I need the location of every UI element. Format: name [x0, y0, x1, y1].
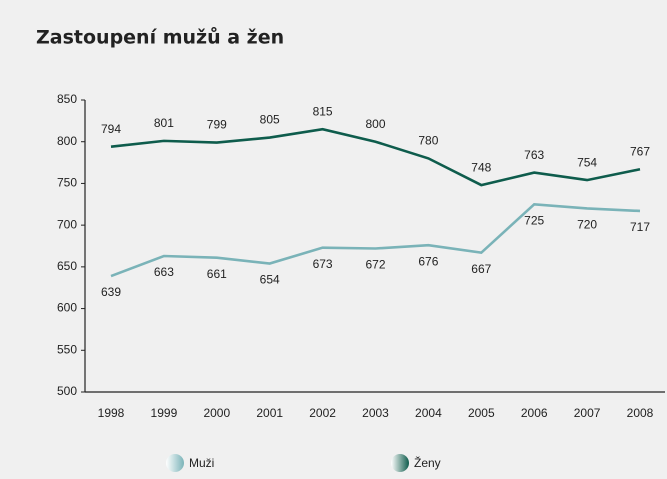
- data-label: 676: [418, 254, 438, 268]
- data-label: 780: [418, 134, 438, 148]
- data-label: 667: [471, 262, 491, 276]
- data-label: 801: [154, 116, 174, 130]
- x-tick-label: 2000: [203, 406, 230, 420]
- data-label: 800: [365, 117, 385, 131]
- y-tick-label: 650: [57, 259, 77, 273]
- x-tick-label: 2008: [627, 406, 654, 420]
- data-label: 767: [630, 144, 650, 158]
- legend-label: Ženy: [414, 455, 441, 470]
- data-label: 673: [313, 257, 333, 271]
- data-label: 672: [365, 258, 385, 272]
- data-label: 805: [260, 113, 280, 127]
- data-label: 794: [101, 122, 121, 136]
- x-tick-label: 2003: [362, 406, 389, 420]
- y-tick-label: 600: [57, 301, 77, 315]
- y-tick-label: 550: [57, 342, 77, 356]
- x-tick-label: 2004: [415, 406, 442, 420]
- legend-swatch: [166, 454, 184, 472]
- line: [110, 127, 641, 187]
- data-label: 725: [524, 213, 544, 227]
- data-label: 815: [313, 104, 333, 118]
- data-label: 661: [207, 267, 227, 281]
- line: [110, 202, 641, 278]
- legend-label: Muži: [189, 456, 214, 470]
- x-tick-label: 2005: [468, 406, 495, 420]
- chart-title: Zastoupení mužů a žen: [36, 26, 284, 49]
- data-label: 654: [260, 273, 280, 287]
- data-label: 720: [577, 218, 597, 232]
- x-tick-label: 2007: [574, 406, 601, 420]
- y-tick-label: 500: [57, 384, 77, 398]
- y-tick-label: 700: [57, 217, 77, 231]
- x-tick-label: 1999: [151, 406, 178, 420]
- legend-swatch: [391, 454, 409, 472]
- data-label: 754: [577, 155, 597, 169]
- data-label: 799: [207, 118, 227, 132]
- y-tick-label: 850: [57, 92, 77, 106]
- data-label: 717: [630, 220, 650, 234]
- x-tick-label: 2001: [256, 406, 283, 420]
- y-tick-label: 800: [57, 134, 77, 148]
- x-tick-label: 2002: [309, 406, 336, 420]
- x-tick-label: 1998: [98, 406, 125, 420]
- data-label: 639: [101, 285, 121, 299]
- data-label: 748: [471, 160, 491, 174]
- data-label: 763: [524, 148, 544, 162]
- x-tick-label: 2006: [521, 406, 548, 420]
- y-tick-label: 750: [57, 176, 77, 190]
- data-label: 663: [154, 265, 174, 279]
